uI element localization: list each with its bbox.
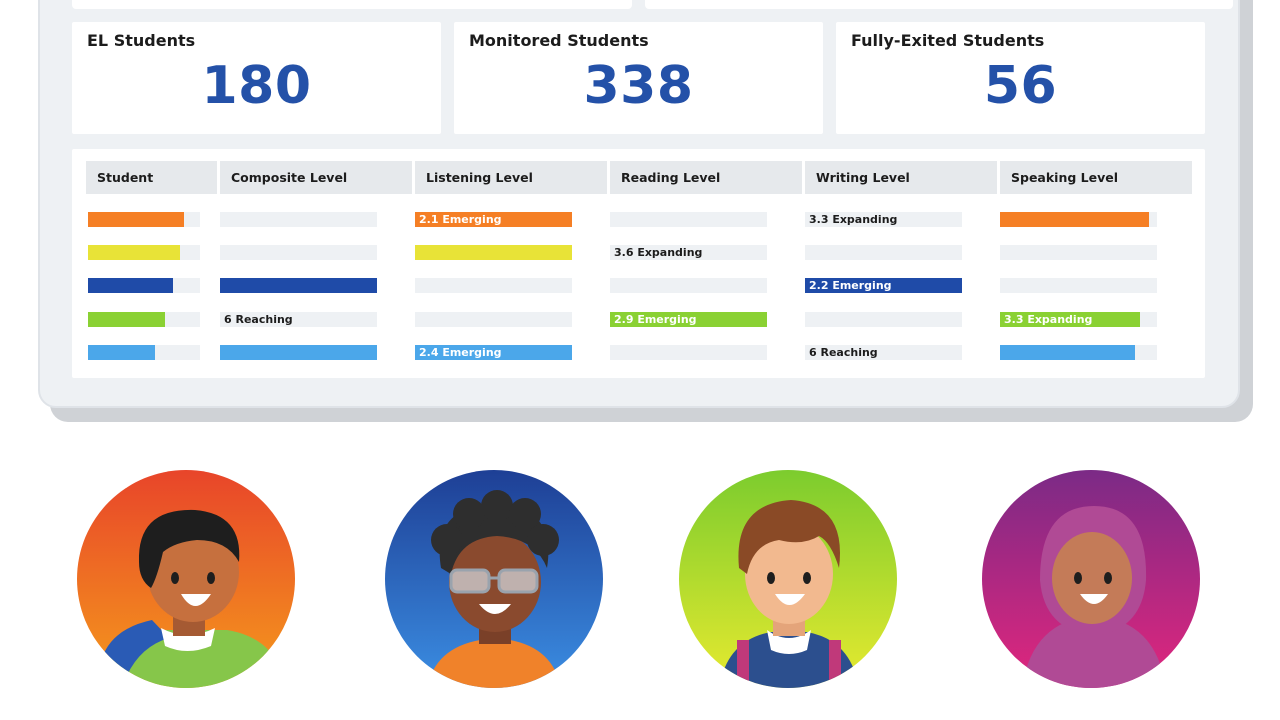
stat-value: 180	[201, 56, 312, 116]
column-header-listening-level[interactable]: Listening Level	[415, 161, 607, 194]
level-bar-fill	[220, 278, 377, 293]
top-panel-right	[645, 0, 1233, 9]
level-label: 3.6 Expanding	[614, 246, 703, 259]
student-avatar-3-icon	[679, 470, 897, 688]
level-bar-listening-level	[415, 278, 572, 293]
level-bar-fill	[415, 212, 572, 227]
level-bar-fill	[415, 345, 572, 360]
level-bar-fill	[88, 245, 180, 260]
column-header-student[interactable]: Student	[86, 161, 217, 194]
column-header-speaking-level[interactable]: Speaking Level	[1000, 161, 1192, 194]
top-panel-left	[72, 0, 632, 9]
student-levels-table: Student Composite Level Listening Level …	[72, 149, 1205, 378]
level-bar-reading-level	[610, 345, 767, 360]
level-bar-fill	[88, 212, 185, 227]
level-bar-composite-level	[220, 345, 377, 360]
student-avatar-4-icon	[982, 470, 1200, 688]
level-bar-fill	[88, 345, 156, 360]
level-bar-fill	[220, 345, 377, 360]
level-bar-fill	[415, 245, 572, 260]
level-bar-composite-level	[220, 278, 377, 293]
level-label: 3.3 Expanding	[1004, 313, 1093, 326]
level-bar-reading-level: 2.9 Emerging	[610, 312, 767, 327]
stat-card-monitored-students: Monitored Students 338	[454, 22, 823, 134]
level-bar-fill	[610, 312, 767, 327]
level-bar-listening-level	[415, 245, 572, 260]
level-label: 2.1 Emerging	[419, 213, 502, 226]
level-bar-composite-level: 6 Reaching	[220, 312, 377, 327]
level-bar-speaking-level	[1000, 245, 1157, 260]
level-label: 6 Reaching	[809, 346, 878, 359]
level-bar-speaking-level	[1000, 212, 1157, 227]
level-bar-reading-level: 3.6 Expanding	[610, 245, 767, 260]
level-bar-student	[88, 278, 200, 293]
level-bar-reading-level	[610, 278, 767, 293]
level-label: 2.9 Emerging	[614, 313, 697, 326]
level-bar-speaking-level	[1000, 345, 1157, 360]
level-bar-composite-level	[220, 212, 377, 227]
level-bar-fill	[1000, 312, 1140, 327]
level-bar-student	[88, 212, 200, 227]
level-label: 3.3 Expanding	[809, 213, 898, 226]
stat-label: Monitored Students	[469, 31, 649, 50]
stat-value: 338	[583, 56, 694, 116]
level-bar-listening-level: 2.1 Emerging	[415, 212, 572, 227]
level-bar-listening-level	[415, 312, 572, 327]
student-avatar-1-icon	[77, 470, 295, 688]
level-bar-student	[88, 245, 200, 260]
level-bar-writing-level: 2.2 Emerging	[805, 278, 962, 293]
level-bar-writing-level: 3.3 Expanding	[805, 212, 962, 227]
level-bar-writing-level	[805, 312, 962, 327]
level-bar-student	[88, 345, 200, 360]
level-bar-writing-level	[805, 245, 962, 260]
column-header-reading-level[interactable]: Reading Level	[610, 161, 802, 194]
column-header-writing-level[interactable]: Writing Level	[805, 161, 997, 194]
level-bar-fill	[88, 278, 174, 293]
level-bar-student	[88, 312, 200, 327]
column-header-composite-level[interactable]: Composite Level	[220, 161, 412, 194]
stat-value: 56	[983, 56, 1058, 116]
level-bar-fill	[1000, 345, 1136, 360]
stat-card-fully-exited-students: Fully-Exited Students 56	[836, 22, 1205, 134]
level-label: 6 Reaching	[224, 313, 293, 326]
level-bar-reading-level	[610, 212, 767, 227]
stat-label: Fully-Exited Students	[851, 31, 1045, 50]
level-bar-fill	[88, 312, 166, 327]
level-bar-writing-level: 6 Reaching	[805, 345, 962, 360]
level-bar-speaking-level: 3.3 Expanding	[1000, 312, 1157, 327]
stat-card-el-students: EL Students 180	[72, 22, 441, 134]
level-label: 2.4 Emerging	[419, 346, 502, 359]
stat-label: EL Students	[87, 31, 196, 50]
level-bar-composite-level	[220, 245, 377, 260]
level-label: 2.2 Emerging	[809, 279, 892, 292]
level-bar-fill	[805, 278, 962, 293]
level-bar-listening-level: 2.4 Emerging	[415, 345, 572, 360]
level-bar-fill	[1000, 212, 1150, 227]
level-bar-speaking-level	[1000, 278, 1157, 293]
student-avatar-2-icon	[385, 470, 603, 688]
